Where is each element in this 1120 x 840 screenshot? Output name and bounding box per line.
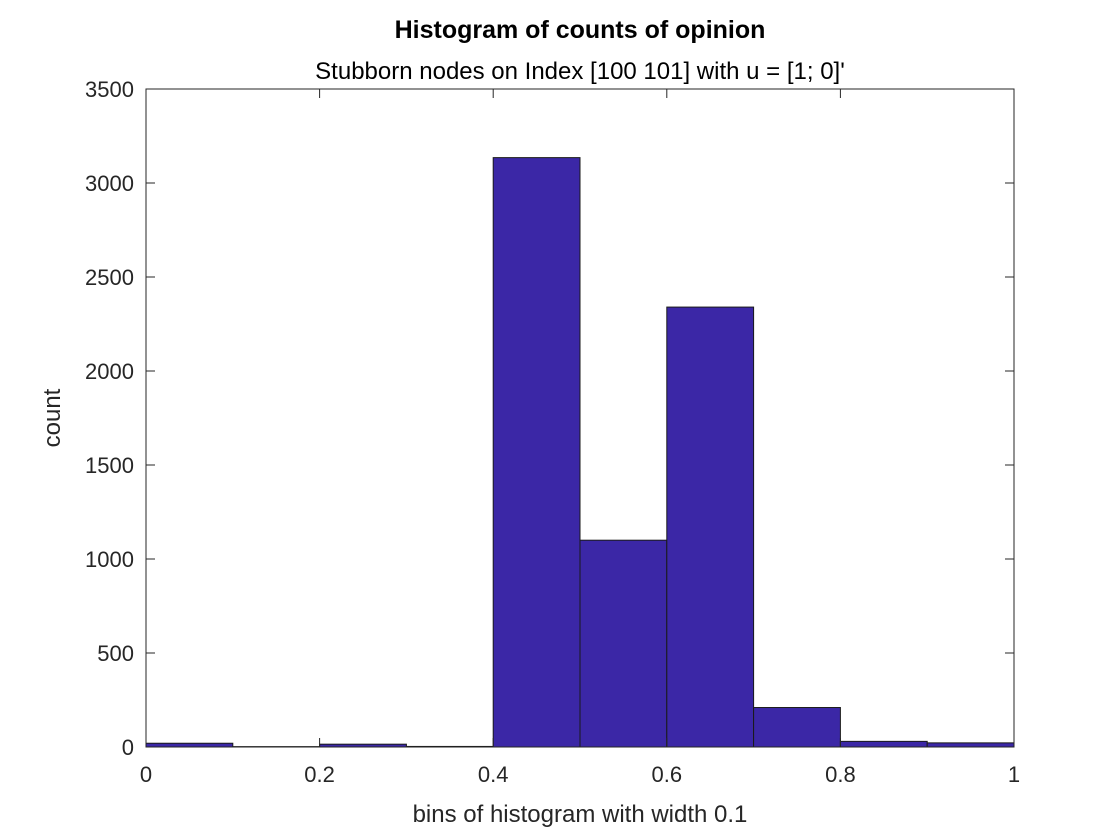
histogram-bar-8 <box>839 740 928 748</box>
histogram-bar-0 <box>145 742 234 748</box>
ticks-group: 0 0.2 0.4 0.6 0.8 1 0 500 1000 1500 2000 2500 3000 35… <box>85 77 1020 787</box>
histogram-bar-9 <box>926 742 1015 748</box>
x-tick-label-5: 1 <box>1008 762 1020 787</box>
y-axis-label: count <box>39 388 66 447</box>
x-tick-label-1: 0.2 <box>304 762 335 787</box>
x-tick-label-4: 0.8 <box>825 762 856 787</box>
y-tick-label-4: 2000 <box>85 359 134 384</box>
y-tick-label-2: 1000 <box>85 547 134 572</box>
chart-subtitle: Stubborn nodes on Index [100 101] with u… <box>315 58 845 85</box>
y-tick-label-3: 1500 <box>85 453 134 478</box>
plot-area-frame <box>145 88 1015 748</box>
histogram-bar-4 <box>492 157 581 748</box>
x-axis-label: bins of histogram with width 0.1 <box>413 801 748 828</box>
chart-title: Histogram of counts of opinion <box>395 16 766 44</box>
histogram-bar-7 <box>753 707 841 748</box>
histogram-bar-5 <box>579 539 668 748</box>
x-tick-label-0: 0 <box>140 762 152 787</box>
y-tick-label-6: 3000 <box>85 171 134 196</box>
histogram-bar-6 <box>666 306 755 748</box>
bars-group <box>145 157 1015 748</box>
y-tick-label-5: 2500 <box>85 265 134 290</box>
x-tick-label-3: 0.6 <box>652 762 683 787</box>
y-tick-label-1: 500 <box>97 641 134 666</box>
y-tick-label-0: 0 <box>122 735 134 760</box>
y-tick-label-7: 3500 <box>85 77 134 102</box>
x-tick-label-2: 0.4 <box>478 762 509 787</box>
